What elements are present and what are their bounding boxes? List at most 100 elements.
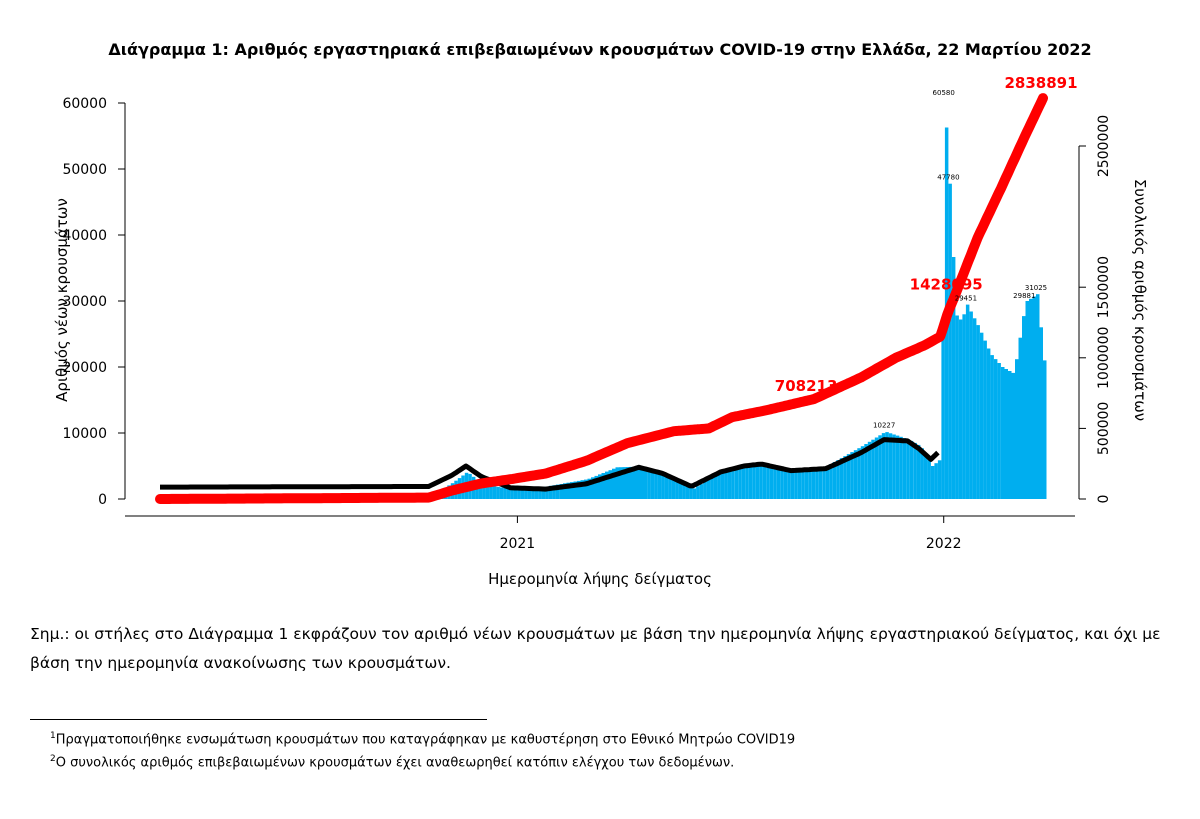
daily-cases-bar xyxy=(1043,360,1047,499)
data-label: 29451 xyxy=(955,295,977,303)
daily-cases-bar xyxy=(923,454,928,499)
cumulative-path xyxy=(155,93,1048,504)
daily-cases-bar xyxy=(654,472,658,499)
daily-cases-bar xyxy=(990,355,994,499)
daily-cases-bar xyxy=(710,477,714,499)
daily-cases-bar xyxy=(601,473,605,499)
y2-tick-label: 2500000 xyxy=(1096,115,1112,177)
daily-cases-bar xyxy=(937,460,942,499)
footnote-2-text: Ο συνολικός αριθμός επιβεβαιωμένων κρουσ… xyxy=(55,755,735,771)
daily-cases-bar xyxy=(748,466,753,499)
daily-cases-bar xyxy=(478,482,483,499)
daily-cases-bar xyxy=(517,488,521,499)
daily-cases-bar xyxy=(717,473,721,499)
daily-cases-bar xyxy=(636,466,640,499)
daily-cases-bar xyxy=(1018,337,1022,499)
daily-cases-bar xyxy=(482,484,486,499)
daily-cases-bar xyxy=(506,488,511,499)
daily-cases-bar xyxy=(885,432,889,499)
daily-cases-bar xyxy=(580,480,584,499)
daily-cases-bar xyxy=(520,488,525,499)
daily-cases-bar xyxy=(871,439,875,499)
y2-tick-label: 500000 xyxy=(1096,402,1112,455)
daily-cases-bar xyxy=(566,482,570,499)
data-label: 10227 xyxy=(873,422,895,430)
daily-cases-bar xyxy=(951,257,956,499)
footnote-2: 2Ο συνολικός αριθμός επιβεβαιωμένων κρου… xyxy=(50,754,734,770)
daily-cases-bar xyxy=(640,467,644,499)
daily-cases-bar xyxy=(594,475,598,499)
daily-cases-bar xyxy=(850,452,854,499)
daily-cases-bar xyxy=(706,479,711,499)
daily-cases-bar xyxy=(534,487,539,499)
daily-cases-bar xyxy=(920,448,924,499)
daily-cases-bar xyxy=(1025,301,1029,499)
daily-cases-bar xyxy=(892,434,896,499)
data-label: 2838891 xyxy=(1004,74,1077,92)
daily-cases-bar xyxy=(685,486,690,499)
y-tick-label: 10000 xyxy=(62,426,107,442)
y2-tick-label: 0 xyxy=(1096,495,1112,504)
daily-cases-bar xyxy=(874,437,879,499)
daily-cases-bar xyxy=(843,456,847,499)
daily-cases-bar xyxy=(689,488,693,499)
daily-cases-bar xyxy=(1029,298,1033,499)
daily-cases-bar xyxy=(668,478,672,499)
daily-cases-bar xyxy=(555,484,560,499)
daily-cases-bar xyxy=(713,475,718,499)
x-tick-label: 2022 xyxy=(926,536,962,552)
moving-average-line xyxy=(159,437,940,492)
daily-cases-bar xyxy=(797,471,802,499)
daily-cases-bar xyxy=(612,468,616,499)
daily-cases-bar xyxy=(731,469,735,499)
daily-cases-bar xyxy=(643,468,647,499)
daily-cases-bar xyxy=(650,470,655,499)
footnote-1-text: Πραγματοποιήθηκε ενσωμάτωση κρουσμάτων π… xyxy=(55,732,796,748)
daily-cases-bar xyxy=(577,480,581,499)
y2-tick-label: 1000000 xyxy=(1096,327,1112,389)
daily-cases-bar xyxy=(675,481,679,499)
daily-cases-bar xyxy=(548,485,553,499)
y2-axis-label: Συνολικός αριθμός κρουσμάτων xyxy=(1131,179,1149,421)
daily-cases-bar xyxy=(864,444,868,499)
daily-cases-bar xyxy=(541,486,546,499)
daily-cases-bar xyxy=(531,487,535,499)
daily-cases-bar xyxy=(692,488,697,499)
y2-tick-label: 1500000 xyxy=(1096,256,1112,318)
daily-cases-bar xyxy=(598,474,602,499)
daily-cases-bar xyxy=(888,433,893,499)
y-tick-label: 0 xyxy=(98,492,107,508)
daily-cases-bar xyxy=(759,465,763,499)
daily-cases-bar xyxy=(993,359,998,499)
daily-cases-bar xyxy=(1039,327,1043,499)
data-label: 47780 xyxy=(937,174,959,182)
daily-cases-bar xyxy=(857,448,861,499)
daily-cases-bar xyxy=(678,483,683,499)
daily-cases-bar xyxy=(510,489,514,499)
daily-cases-bar xyxy=(513,488,518,499)
daily-cases-bar xyxy=(853,450,858,499)
daily-cases-bar xyxy=(503,488,507,499)
y-tick-label: 20000 xyxy=(62,360,107,376)
daily-cases-bar xyxy=(1022,316,1026,499)
daily-cases-bar xyxy=(720,471,725,499)
daily-cases-bar xyxy=(899,436,903,499)
daily-cases-bar xyxy=(934,463,938,499)
daily-cases-bar xyxy=(545,486,549,499)
footnote-1: 1Πραγματοποιήθηκε ενσωμάτωση κρουσμάτων … xyxy=(50,731,795,747)
daily-cases-bar xyxy=(608,470,612,499)
daily-cases-bar xyxy=(983,340,987,499)
daily-cases-bar xyxy=(696,486,700,499)
data-label: 31025 xyxy=(1025,284,1047,292)
daily-cases-bar xyxy=(671,479,676,499)
daily-cases-bar xyxy=(496,486,500,499)
daily-cases-bar xyxy=(895,435,900,499)
daily-cases-bar xyxy=(626,467,630,499)
daily-cases-bar xyxy=(769,466,774,499)
daily-cases-bar xyxy=(605,471,609,499)
daily-cases-bar xyxy=(559,484,563,499)
daily-cases-bar xyxy=(647,469,651,499)
data-label: 29881 xyxy=(1013,292,1035,300)
daily-cases-bar xyxy=(499,487,504,499)
daily-cases-bar xyxy=(829,464,833,499)
